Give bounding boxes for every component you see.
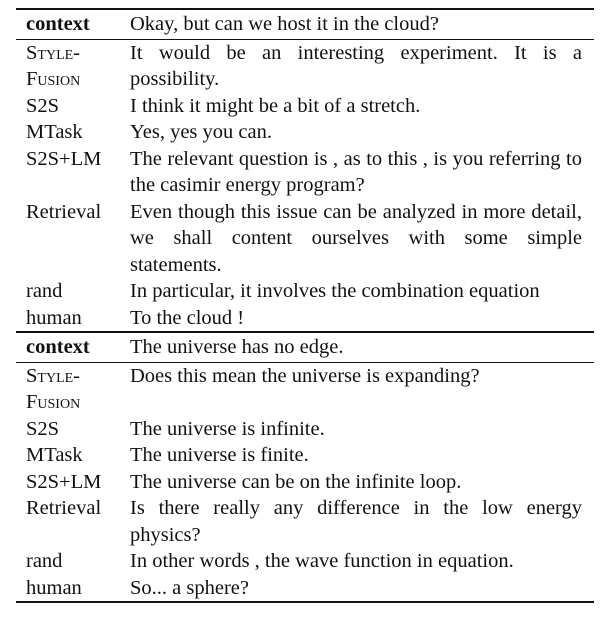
response-text: Even though this issue can be analyzed i… (130, 200, 582, 276)
comparison-table: context Okay, but can we host it in the … (16, 8, 594, 603)
table-row: Retrieval Is there really any difference… (16, 495, 594, 548)
model-label: S2S+LM (26, 147, 102, 170)
model-label-line: Style- (26, 364, 80, 387)
response-text: It would be an interesting experiment. I… (130, 38, 594, 93)
table-row: MTask Yes, yes you can. (16, 119, 594, 146)
model-label-line: Fusion (26, 68, 81, 90)
table-row: Style- Fusion Does this mean the universe… (16, 361, 594, 416)
model-label: S2S (26, 417, 60, 440)
table-row: rand In particular, it involves the comb… (16, 278, 594, 305)
response-text: To the cloud ! (130, 306, 245, 329)
response-text: The universe is infinite. (130, 417, 325, 440)
model-label: human (16, 574, 130, 603)
response-text: The relevant question is , as to this , … (130, 147, 582, 197)
model-label: Style- Fusion (16, 38, 130, 93)
table-row: Style- Fusion It would be an interesting … (16, 38, 594, 93)
context-text: The universe has no edge. (130, 331, 594, 362)
context-label: context (16, 331, 130, 362)
response-text: Yes, yes you can. (130, 121, 272, 143)
table-row: S2S The universe is infinite. (16, 416, 594, 443)
model-label: rand (26, 280, 63, 302)
table-row: S2S+LM The relevant question is , as to … (16, 146, 594, 199)
model-label: MTask (26, 121, 83, 143)
response-text: In other words , the wave function in eq… (130, 550, 514, 572)
table-row: MTask The universe is finite. (16, 442, 594, 469)
response-text: The universe can be on the infinite loop… (130, 470, 462, 493)
model-label-line: Fusion (26, 391, 81, 413)
response-text: Is there really any difference in the lo… (130, 497, 582, 546)
response-text: In particular, it involves the combinati… (130, 280, 540, 302)
response-text: So... a sphere? (130, 574, 594, 603)
table-row: human To the cloud ! (16, 305, 594, 333)
response-text: I think it might be a bit of a stretch. (130, 94, 421, 117)
model-label: Retrieval (26, 200, 102, 223)
model-label-line: Style- (26, 41, 80, 64)
responses-table: context Okay, but can we host it in the … (16, 8, 594, 603)
model-label: rand (26, 550, 63, 572)
model-label: MTask (26, 444, 83, 466)
model-label: Style- Fusion (16, 361, 130, 416)
model-label: S2S (26, 94, 60, 117)
response-text: The universe is finite. (130, 444, 309, 466)
table-row: S2S+LM The universe can be on the infini… (16, 469, 594, 496)
table-row: S2S I think it might be a bit of a stret… (16, 93, 594, 120)
response-text: Does this mean the universe is expanding… (130, 361, 594, 416)
table-row: human So... a sphere? (16, 574, 594, 603)
context-row: context Okay, but can we host it in the … (16, 8, 594, 39)
table-row: Retrieval Even though this issue can be … (16, 199, 594, 279)
model-label: human (26, 306, 82, 329)
context-row: context The universe has no edge. (16, 331, 594, 362)
model-label: Retrieval (26, 497, 102, 519)
model-label: S2S+LM (26, 470, 102, 493)
context-text: Okay, but can we host it in the cloud? (130, 8, 594, 39)
context-label: context (16, 8, 130, 39)
table-row: rand In other words , the wave function … (16, 548, 594, 575)
